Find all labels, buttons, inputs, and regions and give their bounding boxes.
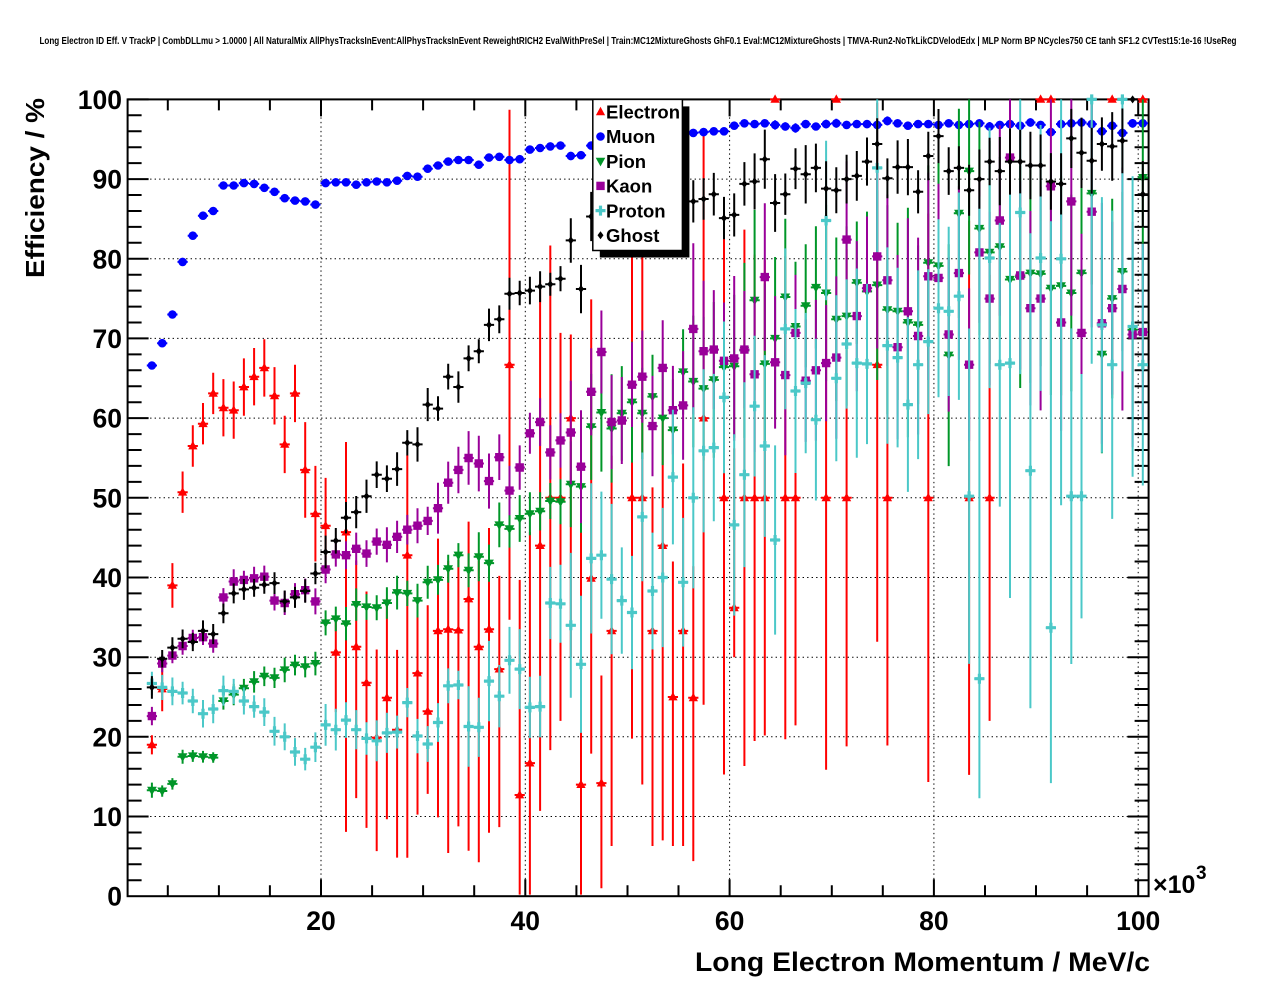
svg-text:40: 40 xyxy=(511,906,540,936)
svg-text:90: 90 xyxy=(93,165,122,195)
svg-text:Pion: Pion xyxy=(606,151,646,172)
svg-text:3: 3 xyxy=(1196,863,1207,884)
svg-text:80: 80 xyxy=(93,244,122,274)
svg-text:Ghost: Ghost xyxy=(606,225,659,246)
svg-text:Long Electron Momentum / MeV/c: Long Electron Momentum / MeV/c xyxy=(695,947,1150,977)
svg-text:Proton: Proton xyxy=(606,200,666,221)
svg-text:Long Electron ID Eff. V TrackP: Long Electron ID Eff. V TrackP | CombDLL… xyxy=(40,35,1237,47)
svg-text:60: 60 xyxy=(715,906,744,936)
svg-text:100: 100 xyxy=(1116,906,1160,936)
svg-text:80: 80 xyxy=(919,906,948,936)
svg-text:Electron: Electron xyxy=(606,102,680,123)
svg-text:Efficiency / %: Efficiency / % xyxy=(20,98,50,278)
svg-text:×10: ×10 xyxy=(1153,871,1195,899)
svg-text:Kaon: Kaon xyxy=(606,176,652,197)
svg-text:40: 40 xyxy=(93,563,122,593)
svg-text:20: 20 xyxy=(306,906,335,936)
svg-text:10: 10 xyxy=(93,802,122,832)
svg-text:30: 30 xyxy=(93,643,122,673)
svg-text:0: 0 xyxy=(107,882,122,912)
svg-text:50: 50 xyxy=(93,483,122,513)
svg-text:20: 20 xyxy=(93,722,122,752)
svg-text:60: 60 xyxy=(93,404,122,434)
svg-text:100: 100 xyxy=(78,85,122,115)
svg-text:70: 70 xyxy=(93,324,122,354)
svg-text:Muon: Muon xyxy=(606,126,655,147)
